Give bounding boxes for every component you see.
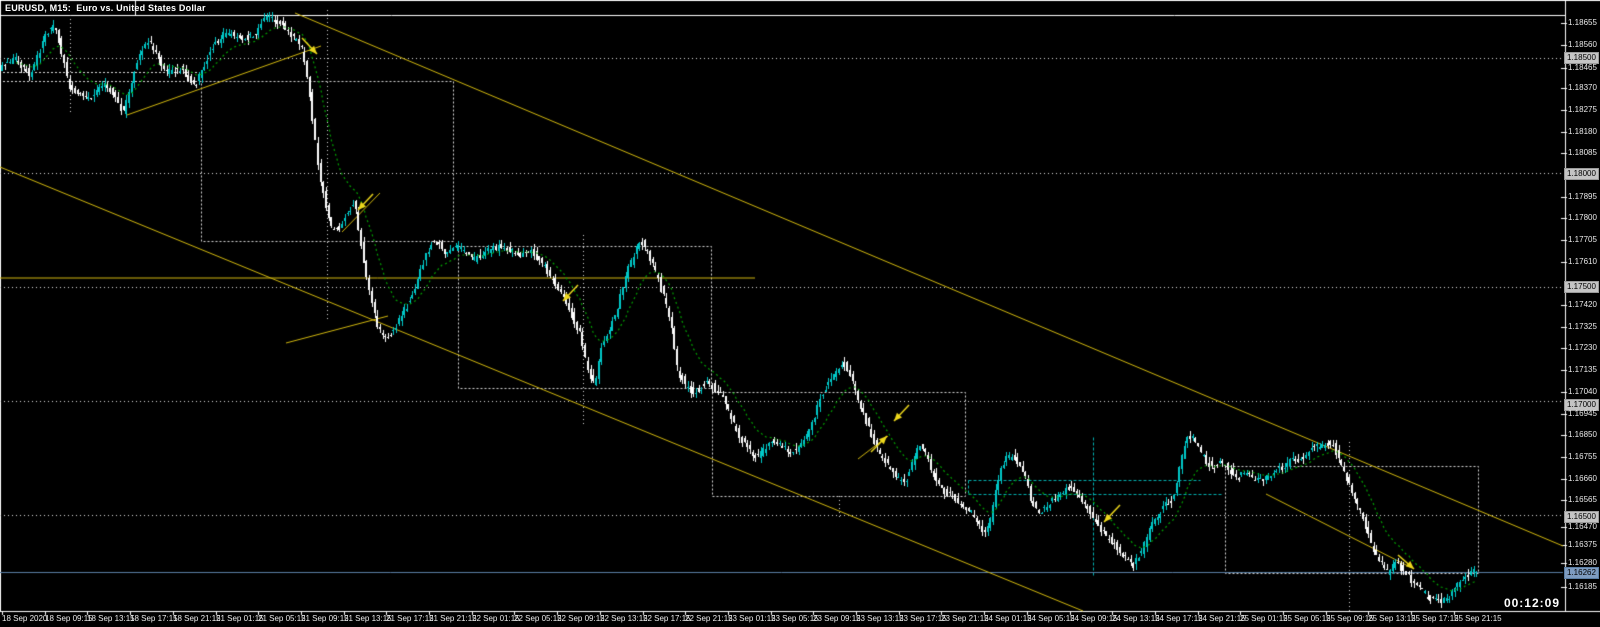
time-axis-label: 24 Sep 01:15: [984, 614, 1032, 623]
time-axis-label: 22 Sep 01:15: [472, 614, 520, 623]
price-axis-label: 1.16470: [1568, 522, 1597, 531]
time-axis-label: 24 Sep 21:15: [1198, 614, 1246, 623]
time-axis-label: 21 Sep 05:15: [258, 614, 306, 623]
price-axis-label: 1.18465: [1568, 63, 1597, 72]
time-axis-label: 23 Sep 17:15: [899, 614, 947, 623]
price-axis-label: 1.18085: [1568, 148, 1597, 157]
time-axis-label: 23 Sep 01:15: [728, 614, 776, 623]
time-axis-label: 24 Sep 09:15: [1070, 614, 1118, 623]
time-axis-label: 22 Sep 13:15: [600, 614, 648, 623]
time-axis-label: 25 Sep 09:15: [1326, 614, 1374, 623]
time-axis-label: 25 Sep 01:15: [1240, 614, 1288, 623]
price-axis-label: 1.18370: [1568, 83, 1597, 92]
price-axis-label: 1.17800: [1568, 213, 1597, 222]
time-axis-label: 21 Sep 21:15: [429, 614, 477, 623]
time-axis-label: 21 Sep 17:15: [386, 614, 434, 623]
time-axis-label: 23 Sep 05:15: [771, 614, 819, 623]
price-axis-label: 1.17895: [1568, 192, 1597, 201]
time-axis-label: 23 Sep 21:15: [941, 614, 989, 623]
time-axis-label: 22 Sep 09:15: [557, 614, 605, 623]
time-axis-label: 18 Sep 21:15: [173, 614, 221, 623]
time-axis-label: 21 Sep 01:15: [216, 614, 264, 623]
price-axis-label: 1.16375: [1568, 540, 1597, 549]
price-axis-label: 1.17135: [1568, 365, 1597, 374]
time-axis-label: 21 Sep 13:15: [344, 614, 392, 623]
time-axis-label: 22 Sep 21:15: [685, 614, 733, 623]
price-axis-label: 1.16280: [1568, 558, 1597, 567]
level-price-label: 1.18500: [1564, 52, 1599, 64]
level-price-label: 1.17500: [1564, 281, 1599, 293]
time-axis-label: 18 Sep 2020: [2, 614, 48, 623]
time-axis-label: 24 Sep 05:15: [1027, 614, 1075, 623]
time-axis-label: 18 Sep 09:15: [45, 614, 93, 623]
price-axis-label: 1.18560: [1568, 40, 1597, 49]
price-axis-label: 1.18180: [1568, 127, 1597, 136]
time-axis-label: 22 Sep 05:15: [514, 614, 562, 623]
price-axis-label: 1.17230: [1568, 343, 1597, 352]
price-axis-label: 1.16185: [1568, 582, 1597, 591]
time-axis-label: 23 Sep 13:15: [856, 614, 904, 623]
time-axis-label: 23 Sep 09:15: [813, 614, 861, 623]
price-axis-label: 1.17040: [1568, 387, 1597, 396]
chart-title: EURUSD, M15: Euro vs. United States Doll…: [5, 3, 206, 13]
time-axis-label: 21 Sep 09:15: [301, 614, 349, 623]
price-axis-label: 1.17325: [1568, 322, 1597, 331]
level-price-label: 1.17000: [1564, 399, 1599, 411]
time-axis-label: 25 Sep 17:15: [1411, 614, 1459, 623]
time-axis-label: 24 Sep 13:15: [1112, 614, 1160, 623]
time-axis-label: 25 Sep 13:15: [1368, 614, 1416, 623]
price-axis-label: 1.17420: [1568, 300, 1597, 309]
level-price-label: 1.16500: [1564, 511, 1599, 523]
time-axis-label: 22 Sep 17:15: [643, 614, 691, 623]
time-axis-label: 18 Sep 13:15: [87, 614, 135, 623]
price-axis-label: 1.18655: [1568, 18, 1597, 27]
bid-price-label: 1.16262: [1564, 567, 1599, 579]
price-axis-label: 1.16660: [1568, 474, 1597, 483]
price-axis-label: 1.17610: [1568, 257, 1597, 266]
time-axis-label: 24 Sep 17:15: [1155, 614, 1203, 623]
price-axis-label: 1.16755: [1568, 452, 1597, 461]
price-axis-label: 1.17705: [1568, 235, 1597, 244]
time-axis-label: 25 Sep 21:15: [1454, 614, 1502, 623]
level-price-label: 1.18000: [1564, 168, 1599, 180]
time-axis-label: 25 Sep 05:15: [1283, 614, 1331, 623]
price-axis-label: 1.16850: [1568, 430, 1597, 439]
price-axis-label: 1.16565: [1568, 495, 1597, 504]
time-axis-label: 18 Sep 17:15: [130, 614, 178, 623]
price-axis-label: 1.16945: [1568, 409, 1597, 418]
candle-countdown-clock: 00:12:09: [1503, 596, 1560, 610]
price-axis-label: 1.18275: [1568, 105, 1597, 114]
